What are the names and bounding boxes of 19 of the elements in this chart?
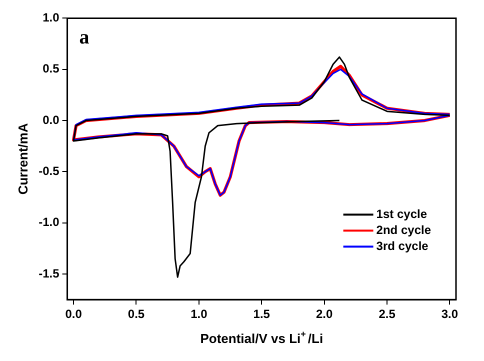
legend-label: 1st cycle <box>376 206 428 221</box>
y-tick-label: 0.0 <box>42 112 60 127</box>
x-tick-label: 2.0 <box>316 307 333 322</box>
legend-label: 2nd cycle <box>376 222 432 237</box>
y-tick-label: 1.0 <box>42 10 60 25</box>
x-tick-label: 0.5 <box>128 307 145 322</box>
y-tick-label: 0.5 <box>42 62 60 76</box>
y-tick-label: -1.5 <box>38 266 60 280</box>
x-tick-label: 3.0 <box>441 307 458 322</box>
y-tick-label: -0.5 <box>38 164 60 178</box>
x-tick-label: 1.5 <box>253 307 270 322</box>
x-tick-label: 2.5 <box>378 307 396 322</box>
annotation: a <box>79 26 90 48</box>
x-tick-label: 1.0 <box>190 307 208 322</box>
x-tick-label: 0.0 <box>65 307 82 322</box>
y-tick-label: -1.0 <box>38 215 60 230</box>
legend-label: 3rd cycle <box>376 238 429 253</box>
x-axis-title: Potential/V vs Li+/Li <box>200 329 324 346</box>
y-axis-title: Current/mA <box>15 122 30 195</box>
